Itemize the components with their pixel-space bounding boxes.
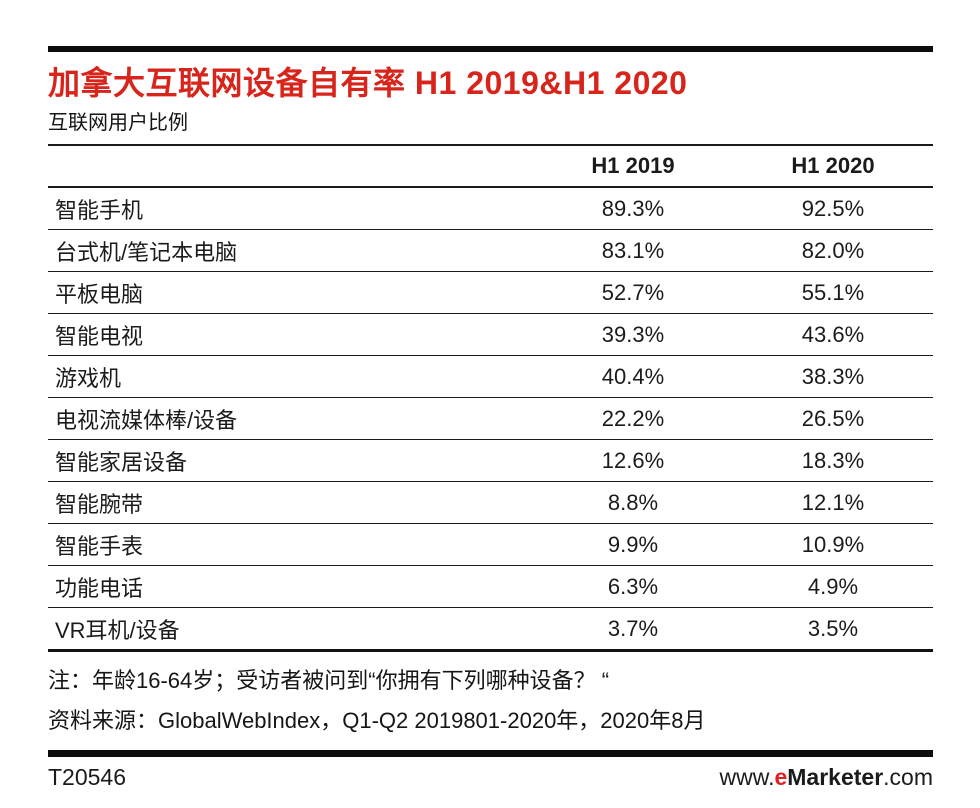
value-h1-2019: 12.6% bbox=[533, 439, 733, 482]
device-ownership-table: H1 2019 H1 2020 智能手机 89.3% 92.5% 台式机/笔记本… bbox=[48, 144, 933, 652]
table-row: 电视流媒体棒/设备 22.2% 26.5% bbox=[48, 397, 933, 440]
value-h1-2020: 92.5% bbox=[733, 187, 933, 230]
emarketer-brand: Marketer bbox=[787, 764, 884, 790]
table-row: 智能手表 9.9% 10.9% bbox=[48, 523, 933, 566]
page-title: 加拿大互联网设备自有率 H1 2019&H1 2020 bbox=[48, 65, 688, 101]
note-line-2: 资料来源：GlobalWebIndex，Q1-Q2 2019801-2020年，… bbox=[48, 708, 706, 733]
value-h1-2019: 3.7% bbox=[533, 607, 733, 652]
website-text: www.eMarketer.com bbox=[720, 764, 933, 791]
column-header-h1-2019: H1 2019 bbox=[533, 145, 733, 188]
value-h1-2019: 6.3% bbox=[533, 565, 733, 608]
device-label: 功能电话 bbox=[48, 565, 533, 608]
value-h1-2019: 89.3% bbox=[533, 187, 733, 230]
page-subtitle: 互联网用户比例 bbox=[48, 112, 188, 134]
table-row: 台式机/笔记本电脑 83.1% 82.0% bbox=[48, 229, 933, 272]
table-header-row: H1 2019 H1 2020 bbox=[48, 145, 933, 188]
footnotes: 注：年龄16-64岁；受访者被问到“你拥有下列哪种设备？ “ 资料来源：Glob… bbox=[48, 661, 933, 741]
table-row: 游戏机 40.4% 38.3% bbox=[48, 355, 933, 398]
value-h1-2020: 12.1% bbox=[733, 481, 933, 524]
com-suffix: .com bbox=[883, 764, 933, 790]
column-header-device bbox=[48, 145, 533, 188]
device-label: VR耳机/设备 bbox=[48, 607, 533, 652]
value-h1-2019: 52.7% bbox=[533, 271, 733, 314]
table-row: 智能手机 89.3% 92.5% bbox=[48, 187, 933, 230]
device-label: 智能家居设备 bbox=[48, 439, 533, 482]
value-h1-2019: 8.8% bbox=[533, 481, 733, 524]
value-h1-2019: 40.4% bbox=[533, 355, 733, 398]
table-row: VR耳机/设备 3.7% 3.5% bbox=[48, 607, 933, 652]
note-line-1: 注：年龄16-64岁；受访者被问到“你拥有下列哪种设备？ “ bbox=[48, 668, 610, 693]
device-label: 智能腕带 bbox=[48, 481, 533, 524]
device-label: 游戏机 bbox=[48, 355, 533, 398]
table-body: 智能手机 89.3% 92.5% 台式机/笔记本电脑 83.1% 82.0% 平… bbox=[48, 187, 933, 652]
device-label: 电视流媒体棒/设备 bbox=[48, 397, 533, 440]
bottom-divider-bar bbox=[48, 750, 933, 757]
chart-container: 加拿大互联网设备自有率 H1 2019&H1 2020 互联网用户比例 H1 2… bbox=[48, 46, 933, 791]
www-prefix: www. bbox=[719, 764, 775, 790]
value-h1-2020: 3.5% bbox=[733, 607, 933, 652]
top-divider-bar bbox=[48, 46, 933, 52]
device-label: 台式机/笔记本电脑 bbox=[48, 229, 533, 272]
value-h1-2020: 82.0% bbox=[733, 229, 933, 272]
chart-id: T20546 bbox=[48, 764, 127, 790]
value-h1-2020: 55.1% bbox=[733, 271, 933, 314]
value-h1-2019: 83.1% bbox=[533, 229, 733, 272]
device-label: 智能电视 bbox=[48, 313, 533, 356]
device-label: 平板电脑 bbox=[48, 271, 533, 314]
device-label: 智能手表 bbox=[48, 523, 533, 566]
footer: T20546 www.eMarketer.com bbox=[48, 764, 933, 791]
value-h1-2020: 38.3% bbox=[733, 355, 933, 398]
value-h1-2020: 18.3% bbox=[733, 439, 933, 482]
table-row: 智能腕带 8.8% 12.1% bbox=[48, 481, 933, 524]
value-h1-2019: 9.9% bbox=[533, 523, 733, 566]
table-row: 智能电视 39.3% 43.6% bbox=[48, 313, 933, 356]
value-h1-2019: 22.2% bbox=[533, 397, 733, 440]
device-label: 智能手机 bbox=[48, 187, 533, 230]
value-h1-2019: 39.3% bbox=[533, 313, 733, 356]
emarketer-e: e bbox=[774, 764, 788, 790]
value-h1-2020: 43.6% bbox=[733, 313, 933, 356]
table-row: 平板电脑 52.7% 55.1% bbox=[48, 271, 933, 314]
table-row: 智能家居设备 12.6% 18.3% bbox=[48, 439, 933, 482]
column-header-h1-2020: H1 2020 bbox=[733, 145, 933, 188]
table-row: 功能电话 6.3% 4.9% bbox=[48, 565, 933, 608]
value-h1-2020: 10.9% bbox=[733, 523, 933, 566]
value-h1-2020: 4.9% bbox=[733, 565, 933, 608]
value-h1-2020: 26.5% bbox=[733, 397, 933, 440]
